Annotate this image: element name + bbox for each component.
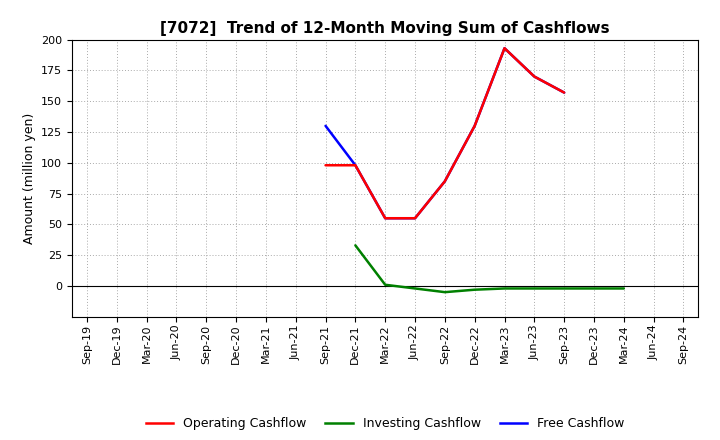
- Investing Cashflow: [381, 282, 390, 287]
- Y-axis label: Amount (million yen): Amount (million yen): [22, 113, 35, 244]
- Line: Investing Cashflow: Investing Cashflow: [356, 246, 624, 292]
- Operating Cashflow: [321, 163, 330, 168]
- Line: Operating Cashflow: Operating Cashflow: [325, 48, 564, 218]
- Investing Cashflow: [590, 286, 598, 291]
- Investing Cashflow: [351, 243, 360, 248]
- Operating Cashflow: [410, 216, 419, 221]
- Operating Cashflow: [441, 179, 449, 184]
- Free Cashflow: [321, 123, 330, 128]
- Investing Cashflow: [530, 286, 539, 291]
- Investing Cashflow: [619, 286, 628, 291]
- Free Cashflow: [441, 179, 449, 184]
- Investing Cashflow: [441, 290, 449, 295]
- Investing Cashflow: [560, 286, 569, 291]
- Free Cashflow: [530, 74, 539, 79]
- Operating Cashflow: [500, 46, 509, 51]
- Investing Cashflow: [410, 286, 419, 291]
- Free Cashflow: [470, 123, 479, 128]
- Free Cashflow: [381, 216, 390, 221]
- Line: Free Cashflow: Free Cashflow: [325, 48, 564, 218]
- Operating Cashflow: [560, 90, 569, 95]
- Operating Cashflow: [470, 123, 479, 128]
- Investing Cashflow: [500, 286, 509, 291]
- Free Cashflow: [500, 46, 509, 51]
- Operating Cashflow: [351, 163, 360, 168]
- Title: [7072]  Trend of 12-Month Moving Sum of Cashflows: [7072] Trend of 12-Month Moving Sum of C…: [161, 21, 610, 36]
- Free Cashflow: [560, 90, 569, 95]
- Investing Cashflow: [470, 287, 479, 292]
- Free Cashflow: [351, 163, 360, 168]
- Free Cashflow: [410, 216, 419, 221]
- Operating Cashflow: [381, 216, 390, 221]
- Legend: Operating Cashflow, Investing Cashflow, Free Cashflow: Operating Cashflow, Investing Cashflow, …: [141, 412, 629, 435]
- Operating Cashflow: [530, 74, 539, 79]
